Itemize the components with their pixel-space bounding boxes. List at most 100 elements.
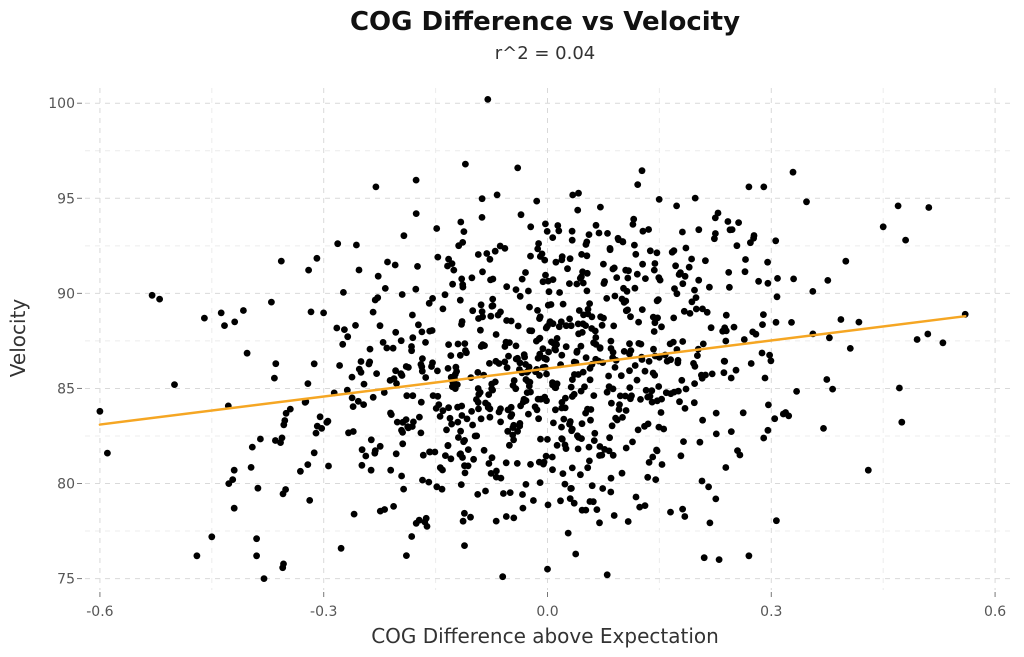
data-point <box>458 412 466 419</box>
data-point <box>558 399 566 406</box>
data-point <box>403 392 411 400</box>
data-point <box>506 489 514 496</box>
data-point <box>480 446 488 454</box>
data-point <box>305 266 312 274</box>
data-point <box>619 414 626 421</box>
chart-subtitle: r^2 = 0.04 <box>495 43 596 64</box>
data-point <box>461 462 468 470</box>
data-point <box>824 277 832 284</box>
data-point <box>554 222 562 229</box>
data-point <box>301 398 309 406</box>
data-point <box>759 321 766 328</box>
data-point <box>686 310 694 317</box>
data-point <box>699 340 707 348</box>
data-point <box>722 464 730 471</box>
data-point <box>257 435 264 443</box>
data-point <box>722 326 729 334</box>
data-point <box>354 397 362 405</box>
data-point <box>553 335 561 342</box>
data-point <box>367 436 375 444</box>
data-point <box>392 367 399 375</box>
data-point <box>339 340 347 348</box>
data-point <box>484 96 492 103</box>
data-point <box>545 348 552 356</box>
data-point <box>747 360 755 367</box>
data-point <box>584 405 591 413</box>
data-point <box>447 455 455 463</box>
data-point <box>486 413 494 421</box>
data-point <box>611 364 619 371</box>
data-point <box>282 409 290 417</box>
data-point <box>536 372 543 379</box>
data-point <box>879 223 887 231</box>
data-point <box>561 441 569 449</box>
data-point <box>446 414 454 422</box>
data-point <box>527 461 534 468</box>
data-point <box>598 451 606 459</box>
data-point <box>513 460 521 467</box>
data-point <box>478 195 486 203</box>
data-point <box>623 287 631 295</box>
data-point <box>544 565 551 573</box>
data-point <box>517 211 525 219</box>
data-point <box>475 315 482 322</box>
x-tick-label: -0.3 <box>310 604 337 620</box>
data-point <box>457 427 464 435</box>
data-point <box>369 308 377 316</box>
data-point <box>463 415 471 423</box>
data-point <box>564 529 572 537</box>
data-point <box>613 274 621 281</box>
data-point <box>820 425 827 432</box>
data-point <box>462 160 469 168</box>
data-point <box>622 297 630 305</box>
data-point <box>408 347 415 355</box>
data-point <box>578 251 585 258</box>
data-point <box>573 349 581 356</box>
data-point <box>574 206 582 214</box>
data-point <box>522 481 530 488</box>
data-point <box>682 385 690 393</box>
data-point <box>352 322 359 329</box>
data-point <box>707 324 715 332</box>
data-point <box>609 349 617 356</box>
data-point <box>454 418 462 426</box>
data-point <box>415 321 422 329</box>
data-point <box>760 434 768 442</box>
data-point <box>307 308 315 316</box>
data-point <box>496 242 504 250</box>
data-point <box>629 438 636 446</box>
data-point <box>524 378 532 385</box>
data-point <box>582 322 589 329</box>
data-point <box>562 322 570 330</box>
data-point <box>447 352 455 359</box>
data-point <box>574 445 582 453</box>
data-point <box>248 443 256 451</box>
data-point <box>409 392 417 400</box>
data-point <box>790 275 797 283</box>
x-tick-label: -0.6 <box>86 604 113 620</box>
data-point <box>543 355 550 363</box>
data-point <box>690 360 697 367</box>
data-point <box>358 461 366 469</box>
data-point <box>416 413 423 421</box>
data-point <box>325 462 332 470</box>
data-point <box>358 446 366 454</box>
data-point <box>512 286 520 293</box>
data-point <box>399 429 406 436</box>
data-point <box>745 183 753 191</box>
data-point <box>279 564 287 572</box>
data-point <box>639 260 646 268</box>
data-point <box>409 311 416 319</box>
data-point <box>603 295 611 302</box>
data-point <box>526 303 533 311</box>
data-point <box>745 552 753 560</box>
data-point <box>516 422 524 430</box>
data-point <box>310 449 318 457</box>
data-point <box>417 429 425 437</box>
data-point <box>549 466 556 474</box>
data-point <box>692 294 700 301</box>
data-point <box>534 307 541 314</box>
data-point <box>397 337 405 345</box>
data-point <box>312 429 320 437</box>
data-point <box>644 393 652 401</box>
